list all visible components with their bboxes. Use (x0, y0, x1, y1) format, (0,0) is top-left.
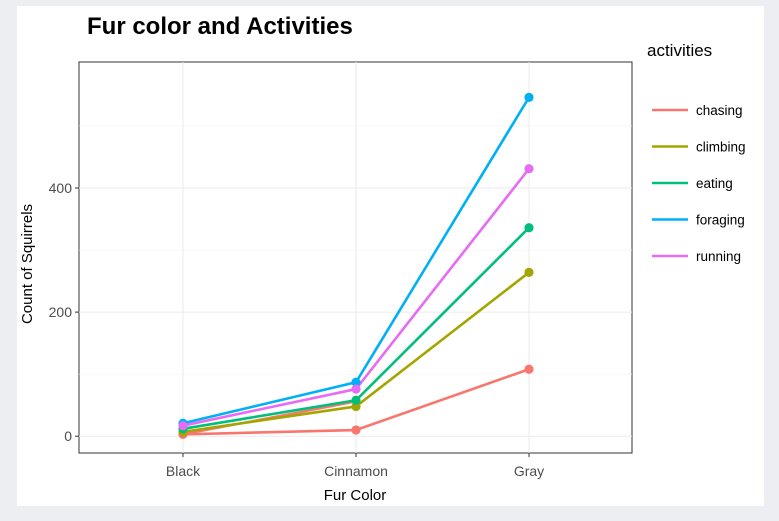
legend-label-running: running (696, 249, 741, 264)
x-tick-label: Gray (514, 463, 544, 479)
data-point-eating (351, 395, 361, 405)
y-axis-title: Count of Squirrels (19, 204, 36, 324)
legend-label-eating: eating (696, 176, 733, 191)
legend-label-chasing: chasing (696, 103, 743, 118)
chart-frame: Fur color and Activities 0 200 400 Black Ci… (17, 6, 764, 506)
legend-items: chasing climbing eating foraging running (652, 103, 746, 264)
data-point-running (351, 384, 361, 394)
series-layer (178, 92, 534, 439)
data-point-running (524, 164, 534, 174)
data-point-chasing (524, 364, 534, 374)
data-point-foraging (351, 377, 361, 387)
gridlines (79, 62, 632, 453)
chart-title: Fur color and Activities (87, 13, 353, 40)
x-axis-ticks: Black Cinnamon Gray (166, 453, 544, 479)
y-tick-label: 0 (64, 428, 72, 444)
data-point-foraging (524, 92, 534, 102)
data-point-eating (524, 223, 534, 233)
data-point-climbing (524, 267, 534, 277)
y-tick-label: 200 (49, 304, 73, 320)
x-tick-label: Cinnamon (324, 463, 388, 479)
data-point-chasing (351, 425, 361, 435)
y-axis-ticks: 0 200 400 (49, 180, 79, 444)
line-chart: Fur color and Activities 0 200 400 Black Ci… (19, 13, 746, 504)
legend-label-foraging: foraging (696, 213, 745, 228)
legend: activities chasing climbing eating foraging… (647, 41, 746, 264)
legend-title: activities (647, 41, 712, 60)
legend-label-climbing: climbing (696, 140, 746, 155)
data-point-running (178, 421, 188, 431)
y-tick-label: 400 (49, 180, 73, 196)
x-axis-title: Fur Color (324, 487, 387, 504)
x-tick-label: Black (166, 463, 201, 479)
